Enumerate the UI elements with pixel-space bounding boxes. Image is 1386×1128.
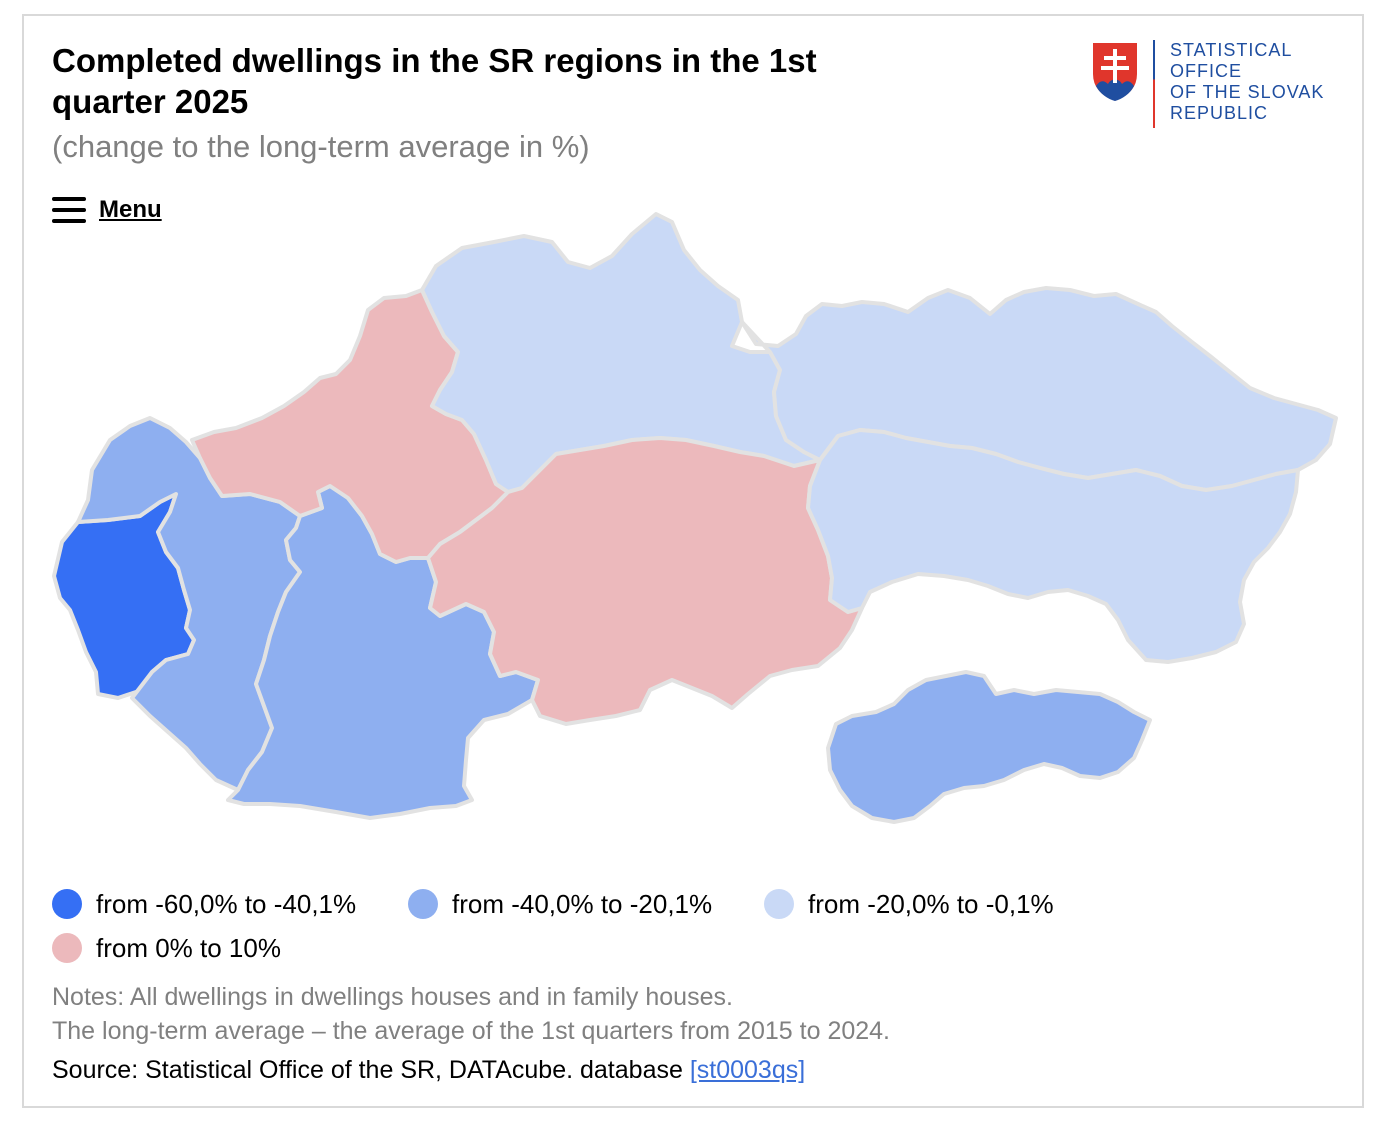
legend-label: from -60,0% to -40,1% [96,888,357,919]
legend-item[interactable]: from 0% to 10% [52,924,281,972]
slovak-coat-of-arms-icon [1091,41,1139,104]
hamburger-icon [52,197,86,223]
legend-swatch [52,933,82,963]
legend-label: from -40,0% to -20,1% [452,888,713,919]
legend-swatch [764,889,794,919]
chart-title: Completed dwellings in the SR regions in… [52,42,817,120]
region-kosice[interactable] [806,428,1300,664]
notes-line-1: Notes: All dwellings in dwellings houses… [52,983,733,1011]
legend-label: from -20,0% to -0,1% [808,888,1054,919]
legend-swatch [52,889,82,919]
legend-swatch [408,889,438,919]
notes: Notes: All dwellings in dwellings houses… [52,980,890,1048]
source-text: Source: Statistical Office of the SR, DA… [52,1056,690,1084]
legend-item[interactable]: from -60,0% to -40,1% [52,880,356,928]
slovakia-regions-map [52,212,1338,824]
menu-button[interactable]: Menu [52,194,162,226]
legend-label: from 0% to 10% [96,932,281,963]
logo-divider [1153,40,1155,128]
chart-subtitle: (change to the long-term average in %) [52,129,590,164]
source-database-link[interactable]: [st0003qs] [689,1056,806,1084]
logo-wordmark: STATISTICAL OFFICE OF THE SLOVAK REPUBLI… [1170,40,1325,123]
menu-label: Menu [99,196,162,223]
legend-item[interactable]: from -40,0% to -20,1% [408,880,712,928]
source-line: Source: Statistical Office of the SR, DA… [52,1053,805,1087]
region-south-detached[interactable] [826,670,1152,824]
legend-item[interactable]: from -20,0% to -0,1% [764,880,1054,928]
notes-line-2: The long-term average – the average of t… [52,1017,891,1045]
region-banska-bystrica[interactable] [426,436,864,726]
statistical-office-logo: STATISTICAL OFFICE OF THE SLOVAK REPUBLI… [1090,40,1340,130]
